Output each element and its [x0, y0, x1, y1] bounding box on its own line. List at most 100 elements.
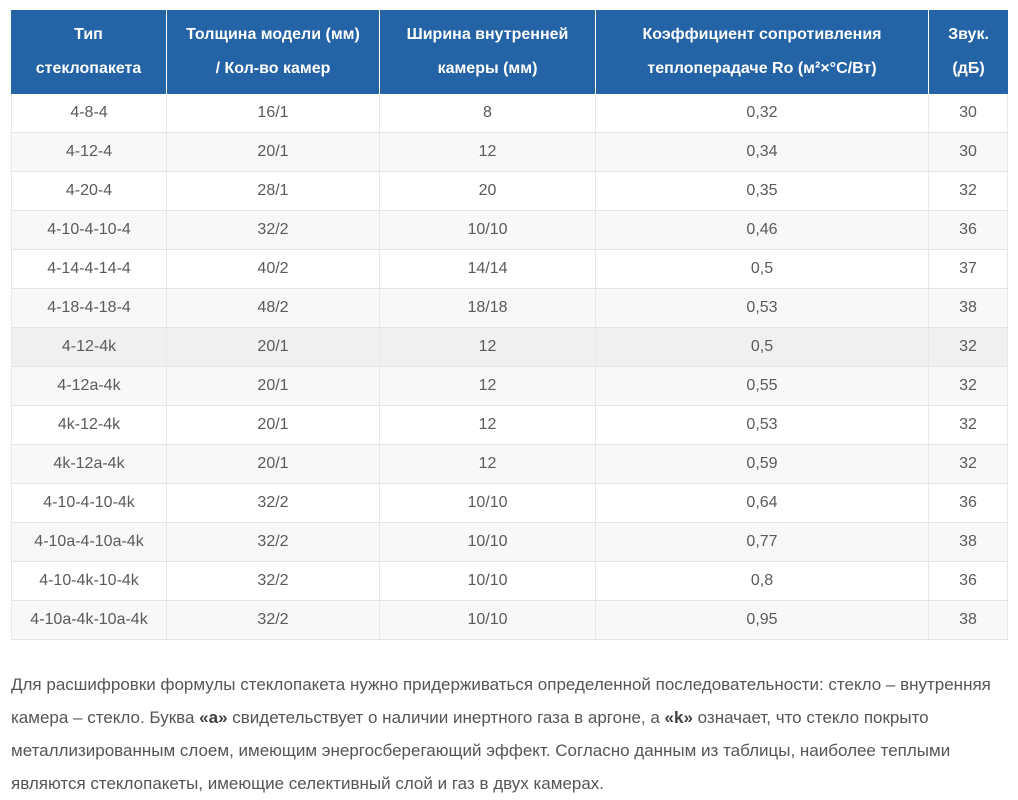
- glazing-units-table: Тип стеклопакета Толщина модели (мм) / К…: [11, 10, 1008, 640]
- cell-chamber-width: 20: [380, 172, 596, 211]
- cell-type: 4-20-4: [11, 172, 167, 211]
- cell-chamber-width: 18/18: [380, 289, 596, 328]
- cell-thickness: 28/1: [167, 172, 380, 211]
- table-row: 4-14-4-14-4 40/2 14/14 0,5 37: [11, 250, 1008, 289]
- cell-ro: 0,32: [596, 94, 929, 133]
- cell-ro: 0,64: [596, 484, 929, 523]
- cell-type: 4-12-4k: [11, 328, 167, 367]
- cell-ro: 0,5: [596, 328, 929, 367]
- table-header: Тип стеклопакета Толщина модели (мм) / К…: [11, 10, 1008, 94]
- column-header-chamber-width: Ширина внутренней камеры (мм): [380, 10, 596, 94]
- cell-chamber-width: 12: [380, 328, 596, 367]
- table-row: 4-20-4 28/1 20 0,35 32: [11, 172, 1008, 211]
- cell-ro: 0,53: [596, 289, 929, 328]
- table-body: 4-8-4 16/1 8 0,32 30 4-12-4 20/1 12 0,34 30 4-20-4…: [11, 94, 1008, 640]
- cell-thickness: 32/2: [167, 601, 380, 640]
- cell-ro: 0,95: [596, 601, 929, 640]
- cell-type: 4-14-4-14-4: [11, 250, 167, 289]
- cell-thickness: 48/2: [167, 289, 380, 328]
- cell-chamber-width: 12: [380, 367, 596, 406]
- cell-thickness: 20/1: [167, 367, 380, 406]
- cell-sound: 38: [929, 601, 1008, 640]
- description-text: означает, что стекло покрыто металлизиро…: [11, 708, 951, 793]
- table-row: 4-10-4-10-4 32/2 10/10 0,46 36: [11, 211, 1008, 250]
- cell-type: 4-10a-4k-10a-4k: [11, 601, 167, 640]
- table-row: 4-10-4-10-4k 32/2 10/10 0,64 36: [11, 484, 1008, 523]
- cell-sound: 32: [929, 172, 1008, 211]
- cell-sound: 32: [929, 445, 1008, 484]
- cell-type: 4-12-4: [11, 133, 167, 172]
- cell-ro: 0,5: [596, 250, 929, 289]
- cell-ro: 0,8: [596, 562, 929, 601]
- cell-type: 4-12a-4k: [11, 367, 167, 406]
- cell-chamber-width: 10/10: [380, 211, 596, 250]
- cell-thickness: 20/1: [167, 406, 380, 445]
- cell-thickness: 16/1: [167, 94, 380, 133]
- description-text: свидетельствует о наличии инертного газа…: [227, 708, 665, 727]
- table-row: 4-12-4 20/1 12 0,34 30: [11, 133, 1008, 172]
- column-header-sound: Звук. (дБ): [929, 10, 1008, 94]
- cell-sound: 37: [929, 250, 1008, 289]
- cell-sound: 30: [929, 133, 1008, 172]
- cell-type: 4-10a-4-10a-4k: [11, 523, 167, 562]
- cell-chamber-width: 8: [380, 94, 596, 133]
- cell-thickness: 32/2: [167, 211, 380, 250]
- table-row: 4k-12a-4k 20/1 12 0,59 32: [11, 445, 1008, 484]
- cell-ro: 0,46: [596, 211, 929, 250]
- cell-chamber-width: 10/10: [380, 523, 596, 562]
- cell-ro: 0,35: [596, 172, 929, 211]
- cell-chamber-width: 10/10: [380, 562, 596, 601]
- cell-type: 4-10-4-10-4: [11, 211, 167, 250]
- table-row: 4-8-4 16/1 8 0,32 30: [11, 94, 1008, 133]
- cell-thickness: 32/2: [167, 562, 380, 601]
- cell-sound: 32: [929, 406, 1008, 445]
- cell-chamber-width: 10/10: [380, 484, 596, 523]
- cell-sound: 38: [929, 523, 1008, 562]
- description-bold-term: «а»: [199, 708, 228, 727]
- cell-sound: 38: [929, 289, 1008, 328]
- cell-thickness: 40/2: [167, 250, 380, 289]
- cell-ro: 0,77: [596, 523, 929, 562]
- description-bold-term: «k»: [664, 708, 693, 727]
- table-row: 4-12a-4k 20/1 12 0,55 32: [11, 367, 1008, 406]
- cell-chamber-width: 12: [380, 445, 596, 484]
- description-paragraph: Для расшифровки формулы стеклопакета нуж…: [11, 668, 1011, 800]
- cell-ro: 0,53: [596, 406, 929, 445]
- cell-chamber-width: 10/10: [380, 601, 596, 640]
- cell-sound: 32: [929, 367, 1008, 406]
- cell-thickness: 32/2: [167, 523, 380, 562]
- cell-chamber-width: 12: [380, 133, 596, 172]
- cell-ro: 0,34: [596, 133, 929, 172]
- cell-sound: 36: [929, 211, 1008, 250]
- table-row: 4-10a-4k-10a-4k 32/2 10/10 0,95 38: [11, 601, 1008, 640]
- cell-thickness: 20/1: [167, 445, 380, 484]
- cell-type: 4-10-4-10-4k: [11, 484, 167, 523]
- table-row: 4k-12-4k 20/1 12 0,53 32: [11, 406, 1008, 445]
- cell-chamber-width: 12: [380, 406, 596, 445]
- cell-type: 4-8-4: [11, 94, 167, 133]
- cell-type: 4k-12-4k: [11, 406, 167, 445]
- column-header-thickness: Толщина модели (мм) / Кол-во камер: [167, 10, 380, 94]
- cell-type: 4-10-4k-10-4k: [11, 562, 167, 601]
- cell-chamber-width: 14/14: [380, 250, 596, 289]
- table-row: 4-12-4k 20/1 12 0,5 32: [11, 328, 1008, 367]
- description-text: Для расшифровки формулы стеклопакета нуж…: [11, 675, 991, 727]
- table-row: 4-10a-4-10a-4k 32/2 10/10 0,77 38: [11, 523, 1008, 562]
- header-row: Тип стеклопакета Толщина модели (мм) / К…: [11, 10, 1008, 94]
- table-row: 4-18-4-18-4 48/2 18/18 0,53 38: [11, 289, 1008, 328]
- cell-thickness: 20/1: [167, 328, 380, 367]
- cell-sound: 32: [929, 328, 1008, 367]
- cell-ro: 0,59: [596, 445, 929, 484]
- cell-type: 4k-12a-4k: [11, 445, 167, 484]
- column-header-type: Тип стеклопакета: [11, 10, 167, 94]
- cell-sound: 36: [929, 562, 1008, 601]
- cell-thickness: 32/2: [167, 484, 380, 523]
- cell-type: 4-18-4-18-4: [11, 289, 167, 328]
- cell-sound: 30: [929, 94, 1008, 133]
- cell-thickness: 20/1: [167, 133, 380, 172]
- cell-sound: 36: [929, 484, 1008, 523]
- table-row: 4-10-4k-10-4k 32/2 10/10 0,8 36: [11, 562, 1008, 601]
- cell-ro: 0,55: [596, 367, 929, 406]
- column-header-ro: Коэффициент сопротивления теплоперадаче …: [596, 10, 929, 94]
